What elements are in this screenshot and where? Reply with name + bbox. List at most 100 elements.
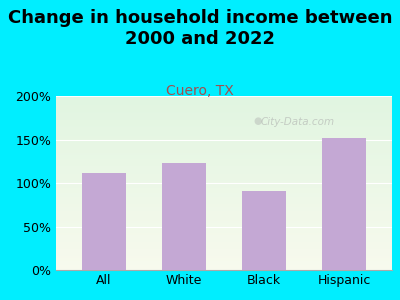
Bar — [162, 163, 206, 270]
Bar — [56, 171, 392, 172]
Bar — [56, 204, 392, 206]
Bar — [56, 192, 392, 194]
Bar — [56, 162, 392, 164]
Bar — [56, 265, 392, 266]
Bar — [56, 133, 392, 134]
Bar — [56, 197, 392, 199]
Bar — [56, 195, 392, 197]
Bar — [56, 240, 392, 242]
Bar — [56, 214, 392, 216]
Bar — [56, 251, 392, 253]
Bar — [56, 242, 392, 244]
Bar — [56, 174, 392, 176]
Bar — [56, 176, 392, 178]
Bar — [56, 96, 392, 98]
Bar — [56, 141, 392, 143]
Bar — [56, 117, 392, 118]
Bar — [56, 155, 392, 157]
Text: Change in household income between
2000 and 2022: Change in household income between 2000 … — [8, 9, 392, 48]
Bar — [56, 216, 392, 218]
Bar — [56, 181, 392, 183]
Bar — [56, 169, 392, 171]
Bar — [56, 113, 392, 115]
Bar — [56, 206, 392, 207]
Bar — [56, 237, 392, 239]
Bar — [56, 167, 392, 169]
Bar — [56, 98, 392, 100]
Text: ●: ● — [253, 116, 262, 126]
Bar — [56, 268, 392, 270]
Bar — [56, 209, 392, 211]
Bar — [56, 157, 392, 159]
Bar — [56, 172, 392, 174]
Bar — [56, 103, 392, 105]
Bar — [56, 146, 392, 148]
Bar — [56, 106, 392, 108]
Bar — [56, 153, 392, 155]
Text: City-Data.com: City-Data.com — [261, 117, 335, 127]
Bar — [56, 244, 392, 246]
Bar — [56, 110, 392, 112]
Bar — [56, 152, 392, 153]
Bar — [56, 140, 392, 141]
Bar — [56, 122, 392, 124]
Bar — [56, 138, 392, 140]
Bar — [56, 263, 392, 265]
Bar — [56, 166, 392, 167]
Bar — [322, 138, 366, 270]
Bar — [56, 190, 392, 192]
Bar — [56, 134, 392, 136]
Bar — [56, 187, 392, 188]
Bar — [56, 179, 392, 181]
Bar — [56, 235, 392, 237]
Bar — [56, 124, 392, 126]
Bar — [56, 100, 392, 101]
Bar — [56, 239, 392, 240]
Bar — [56, 127, 392, 129]
Bar — [56, 129, 392, 131]
Bar — [56, 223, 392, 225]
Bar — [56, 145, 392, 146]
Bar — [56, 143, 392, 145]
Bar — [56, 218, 392, 220]
Bar — [56, 233, 392, 235]
Bar — [56, 136, 392, 138]
Bar — [56, 202, 392, 204]
Bar — [56, 185, 392, 187]
Bar — [56, 159, 392, 161]
Bar — [56, 232, 392, 233]
Bar — [56, 225, 392, 226]
Bar — [82, 172, 126, 270]
Bar — [56, 256, 392, 258]
Bar — [56, 226, 392, 228]
Bar — [56, 221, 392, 223]
Bar — [56, 213, 392, 214]
Bar — [56, 249, 392, 251]
Bar — [56, 260, 392, 261]
Bar — [56, 131, 392, 133]
Bar — [56, 200, 392, 202]
Bar — [56, 220, 392, 221]
Bar — [56, 258, 392, 260]
Bar — [56, 115, 392, 117]
Bar — [56, 150, 392, 152]
Bar — [56, 148, 392, 150]
Bar — [56, 183, 392, 185]
Bar — [56, 188, 392, 190]
Bar — [56, 164, 392, 166]
Bar — [56, 211, 392, 213]
Bar — [56, 178, 392, 179]
Bar — [56, 261, 392, 263]
Bar — [56, 160, 392, 162]
Bar — [242, 191, 286, 270]
Bar — [56, 253, 392, 254]
Bar — [56, 199, 392, 200]
Bar — [56, 105, 392, 106]
Bar — [56, 126, 392, 127]
Bar — [56, 101, 392, 103]
Bar — [56, 254, 392, 256]
Bar — [56, 118, 392, 120]
Bar — [56, 230, 392, 232]
Bar — [56, 246, 392, 248]
Bar — [56, 228, 392, 230]
